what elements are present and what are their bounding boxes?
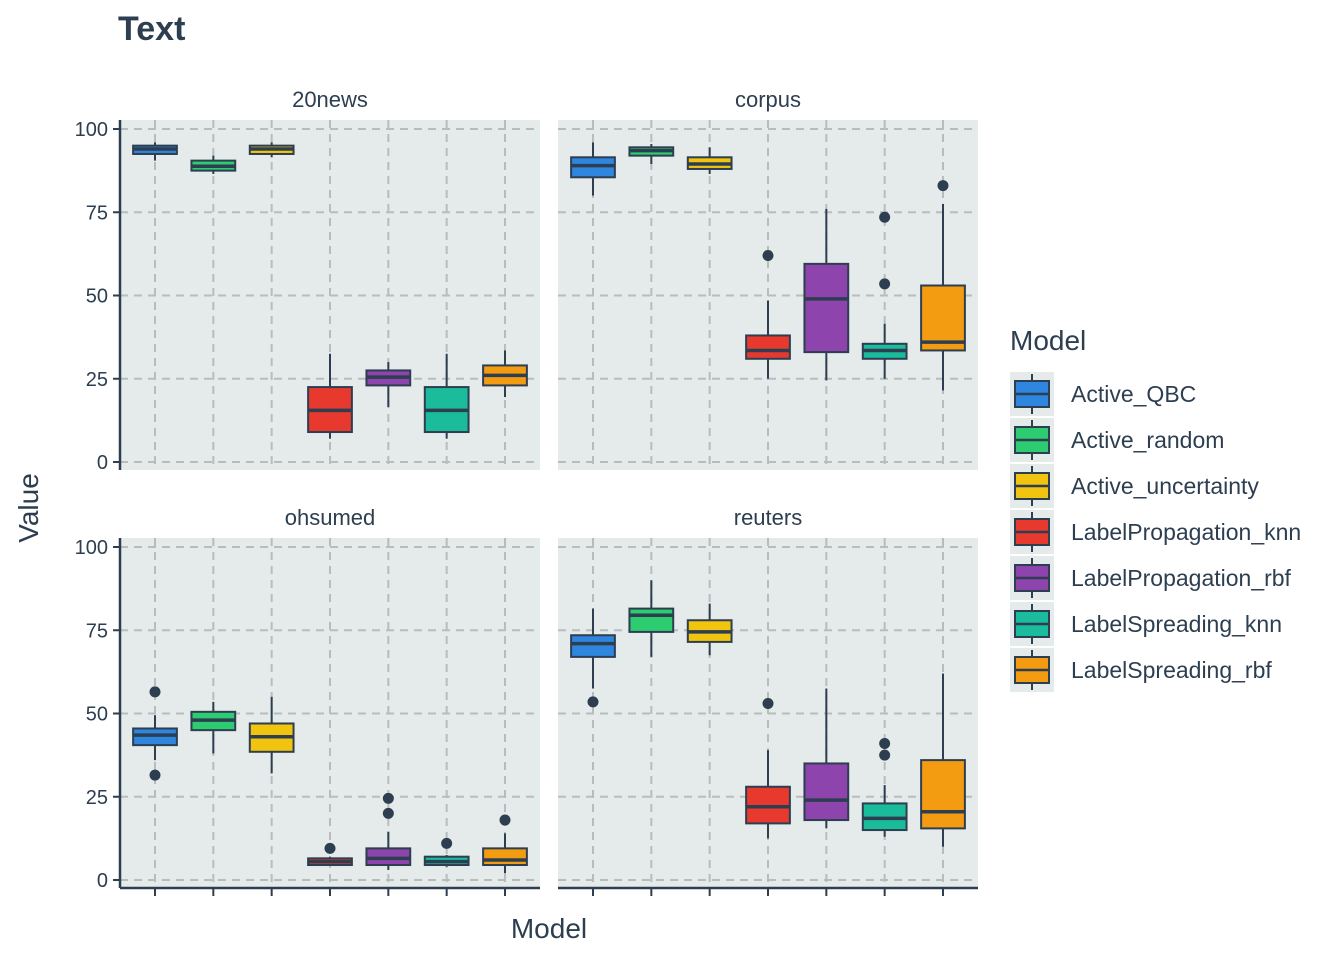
box-LabelSpreading_knn xyxy=(861,211,908,379)
legend-item-LabelSpreading_knn: LabelSpreading_knn xyxy=(1010,602,1282,646)
y-tick-label: 0 xyxy=(97,870,108,892)
box-LabelSpreading_knn xyxy=(423,837,470,867)
facet-label: corpus xyxy=(735,87,801,112)
y-tick-label: 25 xyxy=(86,787,108,809)
box-LabelSpreading_rbf xyxy=(482,350,528,398)
legend-item-LabelPropagation_rbf: LabelPropagation_rbf xyxy=(1010,556,1292,600)
facet-label: ohsumed xyxy=(285,505,376,530)
box-body xyxy=(482,847,528,867)
legend-item-LabelSpreading_rbf: LabelSpreading_rbf xyxy=(1010,648,1272,692)
outlier-point xyxy=(879,278,891,290)
y-tick-label: 75 xyxy=(86,620,108,642)
box-Active_QBC xyxy=(570,142,616,196)
facet-panel-20news: 20news 0 25 50 75 100 xyxy=(75,87,540,474)
box-LabelPropagation_knn xyxy=(307,353,353,439)
box-LabelPropagation_rbf xyxy=(365,792,412,871)
box-LabelPropagation_rbf xyxy=(803,208,850,381)
outlier-point xyxy=(441,837,453,849)
y-tick-label: 0 xyxy=(97,452,108,474)
legend-label: LabelPropagation_knn xyxy=(1071,519,1301,545)
legend-title: Model xyxy=(1010,325,1086,356)
legend-label: LabelSpreading_knn xyxy=(1071,611,1282,637)
y-axis-title: Value xyxy=(13,473,44,543)
outlier-point xyxy=(149,686,161,698)
box-LabelPropagation_rbf xyxy=(803,688,850,829)
y-tick-label: 100 xyxy=(75,537,108,559)
box-body xyxy=(920,284,966,352)
facet-label: 20news xyxy=(292,87,368,112)
box-LabelSpreading_knn xyxy=(423,353,470,439)
box-Active_uncertainty xyxy=(248,142,295,158)
y-tick-label: 25 xyxy=(86,369,108,391)
legend-label: Active_random xyxy=(1071,427,1224,453)
box-Active_uncertainty xyxy=(686,147,733,174)
facet-label: reuters xyxy=(734,505,802,530)
box-Active_random xyxy=(628,580,675,657)
y-tick-label: 75 xyxy=(86,202,108,224)
box-Active_random xyxy=(190,155,237,174)
box-body xyxy=(745,334,791,360)
box-LabelSpreading_rbf xyxy=(920,180,966,391)
facet-panel-reuters: reuters xyxy=(558,505,978,896)
legend-item-LabelPropagation_knn: LabelPropagation_knn xyxy=(1010,510,1301,554)
facet-panel-corpus: corpus xyxy=(558,87,978,470)
outlier-point xyxy=(149,769,161,781)
outlier-point xyxy=(499,814,511,826)
box-LabelSpreading_rbf xyxy=(482,814,528,874)
box-LabelPropagation_knn xyxy=(745,250,791,379)
outlier-point xyxy=(879,737,891,749)
outlier-point xyxy=(762,250,774,262)
box-LabelSpreading_knn xyxy=(861,737,908,837)
x-axis-title: Model xyxy=(511,913,587,944)
box-LabelPropagation_knn xyxy=(307,842,353,867)
box-Active_QBC xyxy=(132,142,178,161)
y-tick-label: 100 xyxy=(75,119,108,141)
box-Active_uncertainty xyxy=(248,696,295,774)
outlier-point xyxy=(937,180,949,192)
box-Active_random xyxy=(190,701,237,754)
y-tick-label: 50 xyxy=(86,704,108,726)
box-LabelPropagation_rbf xyxy=(365,362,412,408)
box-body xyxy=(920,759,966,830)
legend-item-Active_uncertainty: Active_uncertainty xyxy=(1010,464,1259,508)
outlier-point xyxy=(382,807,394,819)
legend-label: LabelPropagation_rbf xyxy=(1071,565,1292,591)
box-body xyxy=(803,762,850,822)
outlier-point xyxy=(762,698,774,710)
box-Active_uncertainty xyxy=(686,603,733,656)
box-body xyxy=(628,607,675,633)
chart-title: Text xyxy=(118,10,186,48)
box-LabelPropagation_knn xyxy=(745,698,791,839)
box-Active_QBC xyxy=(570,608,616,708)
box-Active_random xyxy=(628,143,675,164)
box-Active_QBC xyxy=(132,686,178,781)
box-LabelSpreading_rbf xyxy=(920,673,966,847)
outlier-point xyxy=(324,842,336,854)
outlier-point xyxy=(382,792,394,804)
legend-item-Active_QBC: Active_QBC xyxy=(1010,372,1196,416)
box-body xyxy=(803,262,850,354)
legend-item-Active_random: Active_random xyxy=(1010,418,1224,462)
outlier-point xyxy=(587,696,599,708)
legend: Active_QBC Active_random Active_uncertaint… xyxy=(1010,372,1301,692)
box-body xyxy=(570,634,616,658)
outlier-point xyxy=(879,211,891,223)
facet-panel-ohsumed: ohsumed 0 25 50 75 100 xyxy=(75,505,540,896)
outlier-point xyxy=(879,749,891,761)
y-tick-label: 50 xyxy=(86,286,108,308)
legend-label: Active_uncertainty xyxy=(1071,473,1259,499)
legend-label: Active_QBC xyxy=(1071,381,1196,407)
legend-label: LabelSpreading_rbf xyxy=(1071,657,1272,683)
